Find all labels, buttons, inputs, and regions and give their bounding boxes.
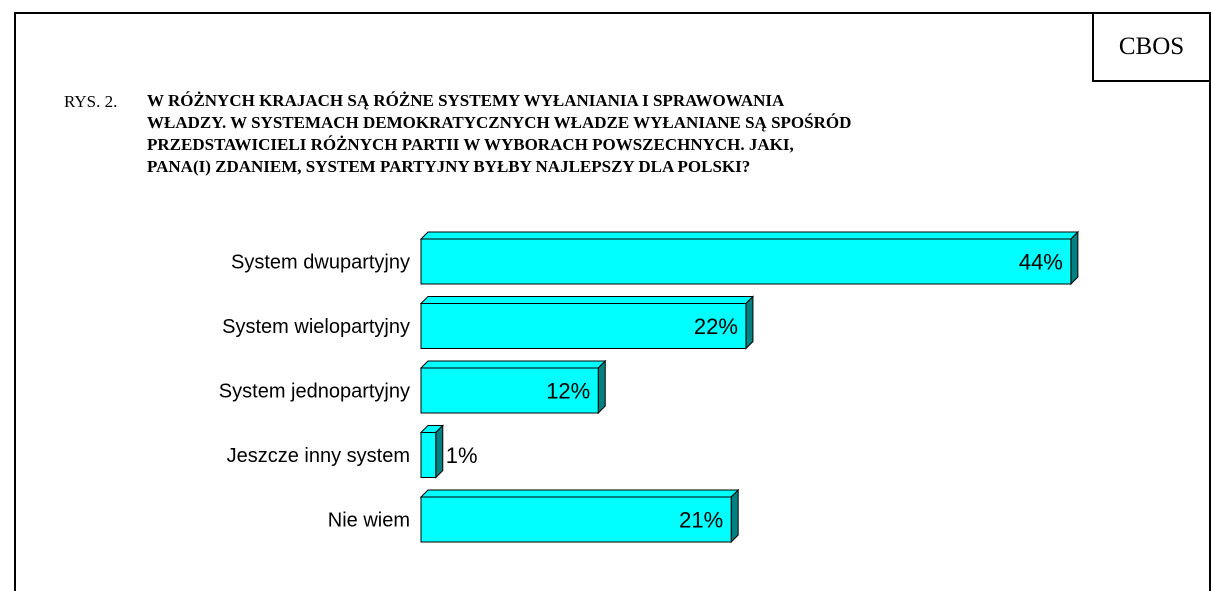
- bar-top-face: [419, 296, 755, 304]
- bar-side-face: [730, 488, 739, 544]
- bar-top-face: [419, 360, 607, 369]
- bar: [420, 432, 437, 478]
- title-line-2: WŁADZY. W SYSTEMACH DEMOKRATYCZNYCH WŁAD…: [147, 113, 852, 132]
- category-label: System wielopartyjny: [222, 316, 410, 338]
- bar: [420, 496, 732, 543]
- figure-label: RYS. 2.: [64, 92, 118, 111]
- category-label: Jeszcze inny system: [227, 445, 410, 467]
- bar-top-face: [419, 489, 740, 498]
- bar-side-face: [745, 295, 754, 350]
- figure-frame: [14, 12, 1211, 591]
- bar: [420, 367, 599, 414]
- data-label: 22%: [694, 314, 738, 339]
- data-label: 12%: [546, 379, 590, 404]
- data-label: 44%: [1019, 250, 1063, 275]
- category-label: System dwupartyjny: [231, 252, 410, 274]
- data-label: 21%: [679, 508, 723, 533]
- bar-top-face: [419, 231, 1080, 240]
- data-label: 1%: [446, 443, 478, 468]
- bar-side-face: [435, 424, 444, 479]
- title-line-1: W RÓŻNYCH KRAJACH SĄ RÓŻNE SYSTEMY WYŁAN…: [147, 91, 785, 110]
- title-line-3: PRZEDSTAWICIELI RÓŻNYCH PARTII W WYBORAC…: [147, 135, 794, 154]
- chart-title: W RÓŻNYCH KRAJACH SĄ RÓŻNE SYSTEMY WYŁAN…: [147, 90, 1167, 178]
- bar-side-face: [597, 359, 606, 415]
- bar-side-face: [1070, 230, 1079, 286]
- bar: [420, 303, 747, 349]
- category-label: Nie wiem: [328, 510, 410, 532]
- title-line-4: PANA(I) ZDANIEM, SYSTEM PARTYJNY BYŁBY N…: [147, 157, 751, 176]
- bar: [420, 238, 1072, 285]
- cbos-logo: CBOS: [1092, 12, 1211, 82]
- category-label: System jednopartyjny: [219, 381, 410, 403]
